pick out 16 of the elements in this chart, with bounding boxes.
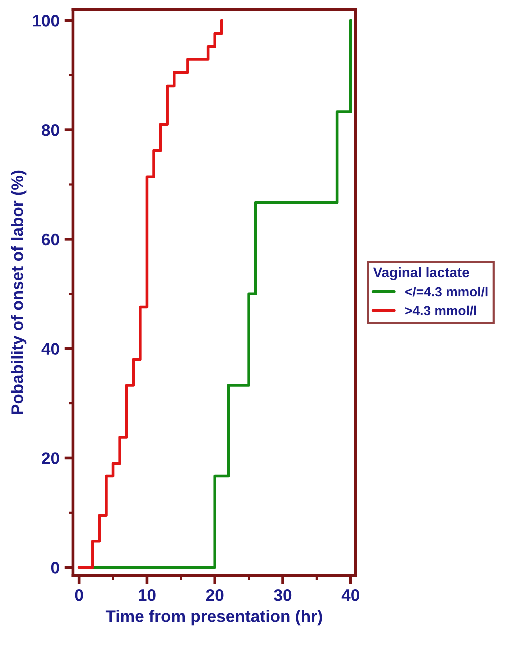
legend-label: >4.3 mmol/l bbox=[406, 306, 476, 316]
y-axis-title: Pobability of onset of labor (%) bbox=[11, 170, 27, 414]
y-tick-label: 60 bbox=[42, 234, 60, 246]
x-tick-label: 20 bbox=[206, 589, 224, 602]
x-tick-label: 40 bbox=[342, 589, 360, 602]
x-tick-label: 30 bbox=[274, 589, 292, 602]
legend-title: Vaginal lactate bbox=[373, 267, 470, 280]
x-tick-label: 10 bbox=[139, 589, 156, 602]
x-axis-title: Time from presentation (hr) bbox=[106, 610, 322, 626]
y-tick-label: 80 bbox=[42, 124, 60, 136]
y-tick-label: 100 bbox=[33, 15, 60, 27]
y-tick-label: 40 bbox=[42, 343, 60, 356]
legend-label: </=4.3 mmol/l bbox=[406, 286, 488, 297]
x-tick-label: 0 bbox=[75, 589, 84, 602]
y-tick-label: 20 bbox=[42, 452, 60, 464]
y-tick-label: 0 bbox=[51, 562, 60, 574]
